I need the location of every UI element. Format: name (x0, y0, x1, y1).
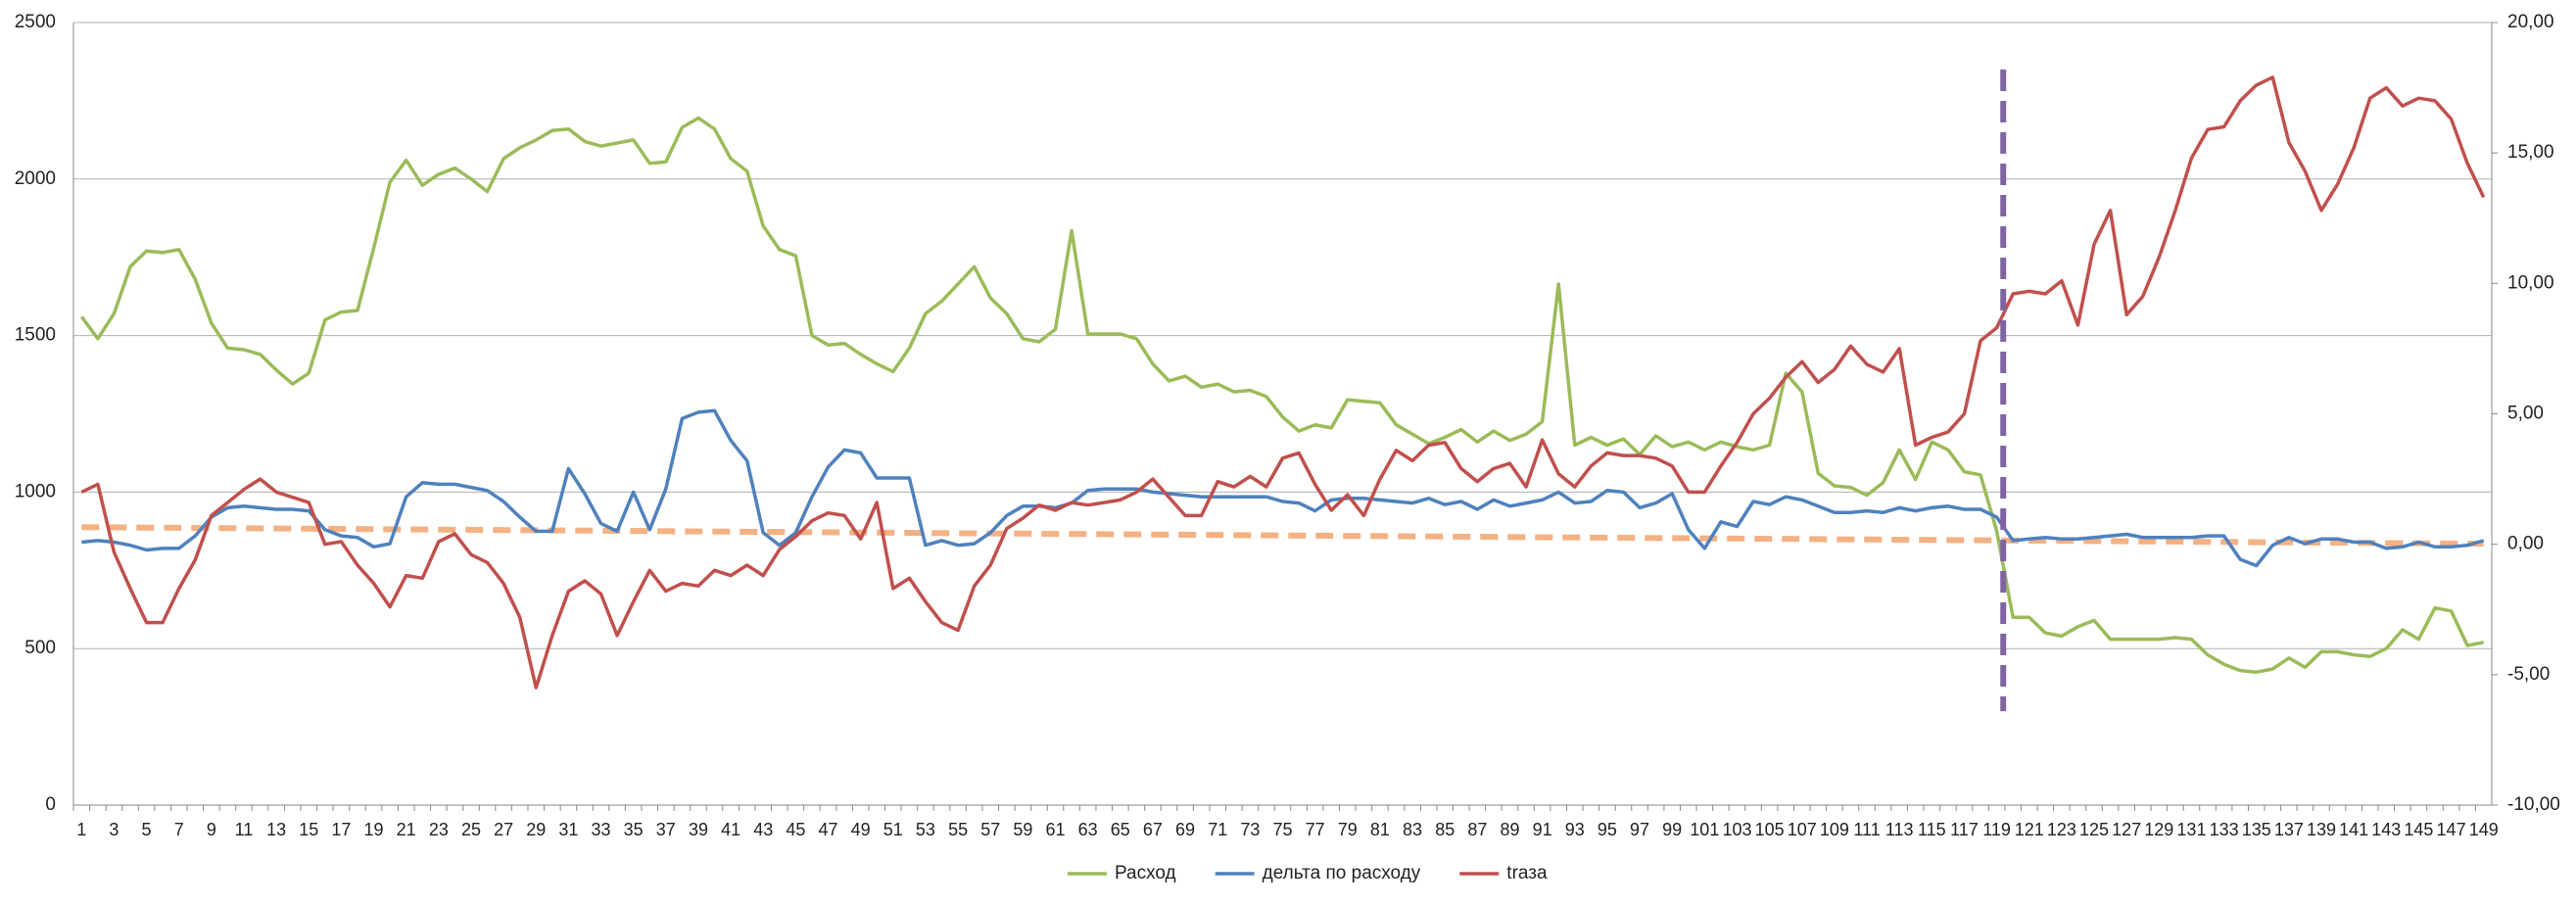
x-tick-label: 43 (753, 820, 773, 839)
trendline (81, 524, 2484, 548)
x-tick-label: 121 (2015, 820, 2044, 839)
x-tick-label: 51 (883, 820, 903, 839)
x-tick-label: 101 (1690, 820, 1719, 839)
x-tick-label: 85 (1435, 820, 1455, 839)
x-tick-label: 145 (2404, 820, 2433, 839)
x-tick-label: 107 (1788, 820, 1817, 839)
series-line (79, 116, 2485, 674)
series-line (81, 408, 2485, 568)
y2-tick-label: 5,00 (2507, 404, 2544, 424)
x-tick-label: 17 (331, 820, 351, 839)
y-tick-label: 2000 (15, 168, 56, 189)
x-tick-label: 111 (1853, 820, 1880, 839)
x-tick-label: 27 (494, 820, 513, 839)
x-tick-label: 123 (2047, 820, 2076, 839)
x-tick-label: 91 (1533, 820, 1552, 839)
x-tick-label: 67 (1143, 820, 1163, 839)
x-tick-label: 87 (1467, 820, 1487, 839)
y2-tick-label: 15,00 (2507, 142, 2554, 163)
x-tick-label: 103 (1722, 820, 1751, 839)
x-tick-label: 47 (819, 820, 838, 839)
legend-label: Расход (1115, 863, 1176, 883)
x-tick-label: 57 (980, 820, 1000, 839)
x-tick-label: 141 (2339, 820, 2368, 839)
x-tick-label: 69 (1175, 820, 1195, 839)
x-tick-label: 9 (207, 820, 216, 839)
x-tick-label: 89 (1500, 820, 1519, 839)
x-tick-label: 115 (1918, 820, 1946, 839)
x-tick-label: 73 (1240, 820, 1260, 839)
x-tick-label: 37 (656, 820, 676, 839)
x-tick-label: 71 (1208, 820, 1227, 839)
x-tick-label: 35 (624, 820, 644, 839)
x-tick-label: 131 (2176, 820, 2206, 839)
x-tick-label: 95 (1598, 820, 1617, 839)
x-tick-label: 99 (1662, 820, 1682, 839)
x-tick-label: 61 (1045, 820, 1065, 839)
x-tick-label: 75 (1272, 820, 1292, 839)
y-tick-label: 500 (24, 638, 56, 658)
y2-tick-label: 20,00 (2507, 12, 2554, 32)
x-tick-label: 33 (592, 820, 611, 839)
x-tick-label: 11 (235, 820, 254, 839)
x-tick-label: 23 (429, 820, 449, 839)
x-tick-label: 129 (2144, 820, 2173, 839)
x-tick-label: 25 (461, 820, 481, 839)
y2-tick-label: 10,00 (2507, 272, 2554, 293)
y-tick-label: 0 (45, 794, 56, 815)
x-tick-label: 143 (2371, 820, 2401, 839)
x-tick-label: 119 (1982, 820, 2011, 839)
x-tick-label: 147 (2437, 820, 2466, 839)
x-tick-label: 77 (1306, 820, 1325, 839)
y-tick-label: 1500 (15, 325, 56, 346)
x-tick-label: 113 (1885, 820, 1914, 839)
x-tick-label: 127 (2112, 820, 2141, 839)
legend-label: дельта по расходу (1263, 863, 1421, 883)
y-tick-label: 1000 (15, 481, 56, 501)
x-tick-label: 3 (109, 820, 119, 839)
x-tick-label: 139 (2307, 820, 2336, 839)
x-tick-label: 59 (1013, 820, 1032, 839)
x-tick-label: 81 (1370, 820, 1390, 839)
x-tick-label: 13 (266, 820, 286, 839)
x-tick-label: 83 (1403, 820, 1422, 839)
y-tick-label: 2500 (15, 12, 56, 32)
x-tick-label: 1 (76, 820, 86, 839)
x-tick-label: 109 (1820, 820, 1849, 839)
x-tick-label: 31 (558, 820, 578, 839)
y2-tick-label: -5,00 (2507, 664, 2550, 685)
x-tick-label: 7 (174, 820, 184, 839)
x-tick-label: 65 (1111, 820, 1130, 839)
x-tick-label: 49 (851, 820, 871, 839)
x-tick-label: 29 (526, 820, 546, 839)
x-tick-label: 117 (1950, 820, 1979, 839)
x-tick-label: 93 (1565, 820, 1585, 839)
x-tick-label: 137 (2274, 820, 2304, 839)
x-tick-label: 105 (1755, 820, 1785, 839)
x-tick-label: 55 (948, 820, 968, 839)
x-tick-label: 15 (299, 820, 318, 839)
x-tick-label: 97 (1630, 820, 1649, 839)
legend-label: trаза (1506, 863, 1548, 883)
x-tick-label: 41 (721, 820, 740, 839)
y2-tick-label: -10,00 (2507, 794, 2560, 815)
x-tick-label: 5 (142, 820, 152, 839)
x-tick-label: 149 (2469, 820, 2499, 839)
y2-tick-label: 0,00 (2507, 534, 2544, 554)
x-tick-label: 21 (397, 820, 416, 839)
x-tick-label: 79 (1338, 820, 1358, 839)
x-tick-label: 133 (2210, 820, 2239, 839)
x-tick-label: 63 (1078, 820, 1098, 839)
x-tick-label: 135 (2242, 820, 2271, 839)
x-tick-label: 19 (364, 820, 384, 839)
x-tick-label: 45 (786, 820, 805, 839)
x-tick-label: 53 (916, 820, 935, 839)
x-tick-label: 39 (689, 820, 708, 839)
x-tick-label: 125 (2079, 820, 2109, 839)
series-line (80, 75, 2486, 690)
